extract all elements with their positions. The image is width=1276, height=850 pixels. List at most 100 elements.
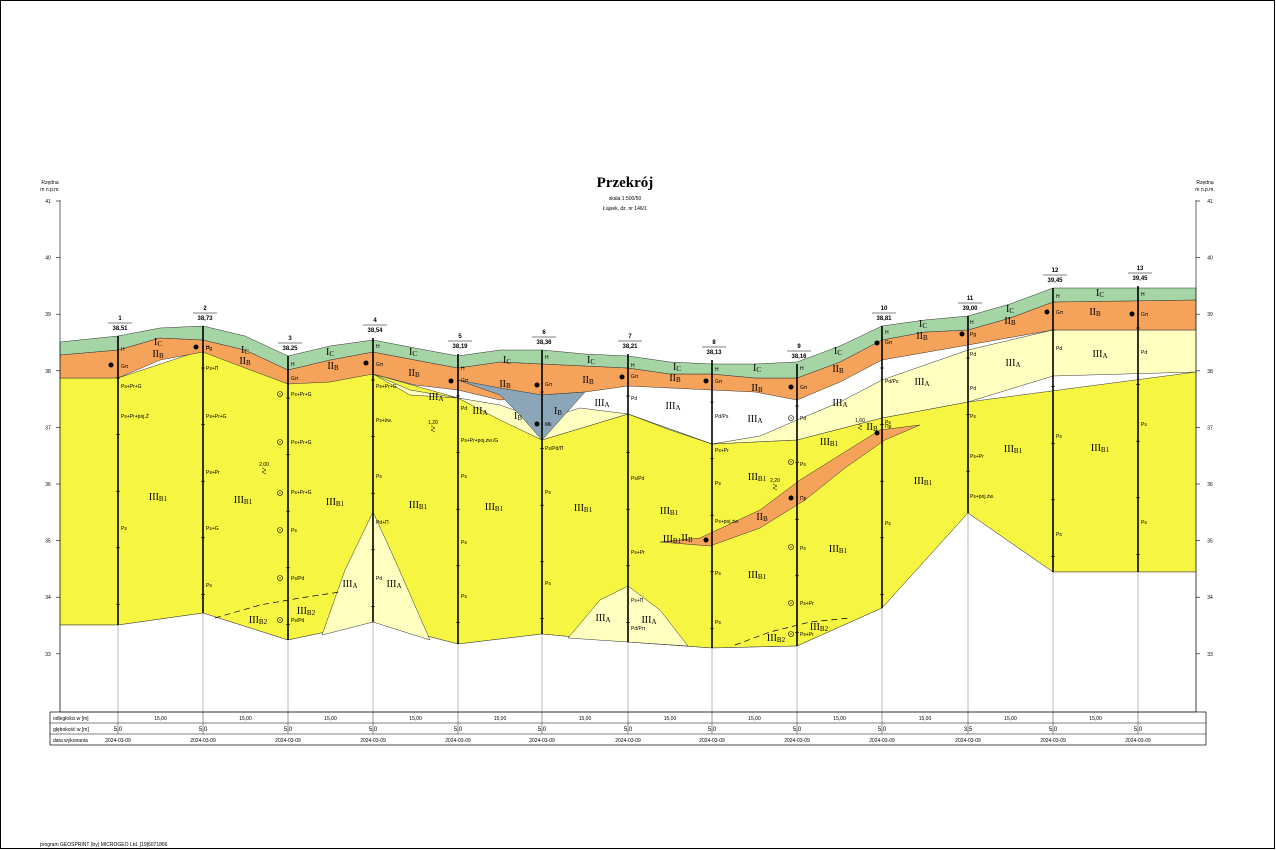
table-date: 2024-03-09 — [1040, 738, 1066, 744]
soil-code: H — [1141, 292, 1145, 298]
table-distance: 15,00 — [1004, 716, 1017, 722]
water-level-label: 1,60 — [855, 418, 865, 424]
layer-label-sub: B1 — [839, 547, 848, 555]
borehole-elevation: 38,51 — [112, 326, 128, 332]
right-axis-label-line2: m n.p.m. — [1195, 187, 1214, 193]
sample-circle — [277, 490, 283, 496]
soil-code: Ps — [545, 581, 551, 587]
sample-circle — [277, 617, 283, 623]
soil-code: Gπ — [885, 340, 893, 346]
soil-code: H — [376, 344, 380, 350]
layer-label-main: I — [503, 355, 506, 366]
sample-dot — [619, 374, 625, 380]
sample-dot — [534, 421, 540, 427]
soil-code: Pd — [970, 352, 976, 358]
sample-circle — [277, 439, 283, 445]
soil-code: Ps — [461, 594, 467, 600]
borehole-elevation: 38,81 — [876, 316, 892, 322]
soil-code: Ps+Pr+G — [206, 414, 227, 420]
soil-code: H — [545, 355, 549, 361]
layer-label: IIIB1 — [409, 500, 428, 511]
layer-label-main: III — [326, 497, 336, 508]
layer-label: IIB — [1089, 307, 1101, 318]
layer-label-main: III — [149, 492, 159, 503]
layer-label-sub: B — [159, 352, 164, 360]
layer-label-sub: A — [396, 582, 401, 590]
layer-label-main: II — [669, 373, 676, 384]
layer-label: IIB — [408, 368, 420, 379]
right-axis-tick-label: 41 — [1207, 199, 1213, 205]
soil-code: Ps+Pr+poj.Ż — [121, 413, 149, 420]
soil-code: Pd — [376, 576, 382, 582]
left-axis-tick-label: 36 — [45, 482, 51, 488]
layer-label-main: III — [748, 472, 758, 483]
layer-label: IC — [1006, 304, 1014, 315]
layer-label: IIIA — [342, 579, 357, 590]
borehole-3: 338,25 — [278, 336, 302, 712]
table-depth: 5,0 — [624, 727, 633, 733]
borehole-number: 7 — [628, 334, 632, 340]
layer-label: IC — [503, 355, 511, 366]
layer-label-sub: B1 — [670, 509, 679, 517]
layer-label-sub: B1 — [924, 479, 933, 487]
layer-label-sub: B1 — [673, 537, 682, 545]
soil-code: Ps/Pd — [631, 476, 645, 482]
soil-code: Ps+poj.żw. — [715, 519, 739, 525]
soil-code: Πp — [885, 424, 892, 430]
layer-label-main: III — [810, 622, 820, 633]
layer-label-sub: C — [329, 350, 334, 358]
left-axis-label-line1: Rzędna — [41, 180, 58, 186]
borehole-number: 1 — [118, 316, 122, 322]
sample-dot — [874, 340, 880, 346]
borehole-number: 10 — [881, 306, 888, 312]
soil-code: Ps — [800, 546, 806, 552]
borehole-12: 12 39,45 — [1043, 268, 1067, 712]
layer-label-main: II — [499, 379, 506, 390]
layer-label-sub: C — [590, 358, 595, 366]
soil-code: H — [970, 320, 974, 326]
layer-label-main: II — [866, 422, 873, 433]
soil-code: Ps/Pd — [291, 576, 305, 582]
layer-label-sub: B1 — [244, 498, 253, 506]
layer-label-sub: B — [246, 359, 251, 367]
layer-label-main: III — [914, 377, 924, 388]
layer-label-main: I — [834, 346, 837, 357]
borehole-elevation: 38,16 — [791, 354, 807, 360]
sample-circle-center — [790, 461, 792, 463]
layer-label: IIIA — [832, 398, 847, 409]
sample-circle-center — [279, 441, 281, 443]
soil-code: H — [800, 366, 804, 372]
soil-code: Ps — [1056, 532, 1062, 538]
soil-code: Pd — [800, 416, 806, 422]
layer-label: IIIB1 — [485, 502, 504, 513]
borehole-elevation: 38,54 — [367, 328, 383, 334]
layer-label-sub: A — [604, 401, 609, 409]
layer-label-main: I — [241, 345, 244, 356]
layer-label: IIB — [681, 533, 693, 544]
table-depth: 5,0 — [793, 727, 802, 733]
layer-label-sub: B — [557, 409, 562, 417]
layer-label-sub: B1 — [419, 503, 428, 511]
borehole-elevation: 39,00 — [962, 306, 978, 312]
sample-circle — [788, 544, 794, 550]
layer-label: IIIB1 — [914, 476, 933, 487]
soil-code: Ps — [376, 474, 382, 480]
layer-label: IC — [1096, 288, 1104, 299]
layer-label-main: I — [1006, 304, 1009, 315]
layer-label-main: I — [753, 363, 756, 374]
borehole-elevation: 38,13 — [706, 350, 722, 356]
layer-label-sub: C — [1099, 291, 1104, 299]
layer-label: IIB — [756, 512, 768, 523]
layer-label: IIIB1 — [829, 544, 848, 555]
soil-code: Ps — [461, 540, 467, 546]
layer-label: IIIA — [747, 414, 762, 425]
water-level-icon — [772, 483, 778, 491]
soil-code: Ps+Pr — [800, 601, 814, 607]
sample-dot — [108, 362, 114, 368]
soil-code: Pd — [1141, 350, 1147, 356]
layer-label: IIB — [499, 379, 511, 390]
sample-dot — [788, 495, 794, 501]
table-distance: 15,00 — [1089, 716, 1102, 722]
layer-label-sub: B — [1096, 310, 1101, 318]
